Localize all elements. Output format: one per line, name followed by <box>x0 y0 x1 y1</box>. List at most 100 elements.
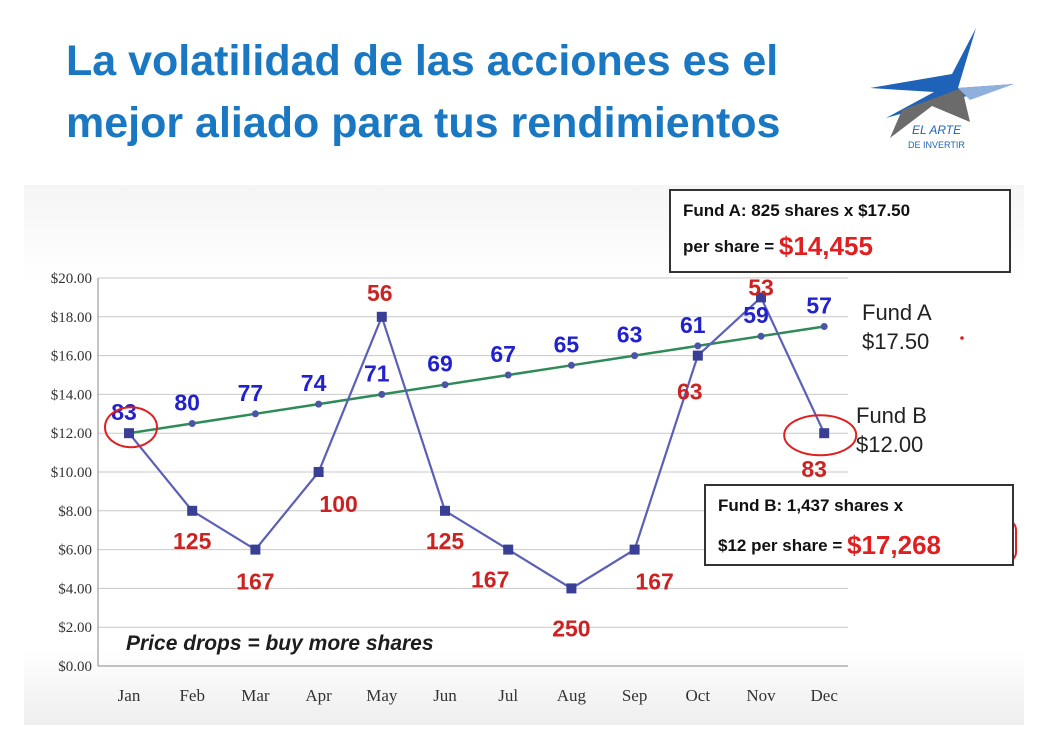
fund-a-point <box>315 400 323 408</box>
fund-b-callout-line-1: Fund B: 1,437 shares x <box>718 496 904 515</box>
fund-b-point <box>503 544 514 555</box>
fund-b-callout: Fund B: 1,437 shares x $12 per share = $… <box>704 484 1014 566</box>
fund-b-end-label: Fund B $12.00 <box>856 401 927 459</box>
y-tick-label: $0.00 <box>58 659 92 675</box>
x-tick-label: May <box>366 686 398 705</box>
fund-a-share-label: 65 <box>554 331 580 357</box>
fund-b-share-label: 100 <box>319 491 357 517</box>
fund-a-point <box>441 381 449 389</box>
fund-a-share-label: 61 <box>680 312 706 338</box>
fund-b-point <box>250 544 261 555</box>
fund-a-total-value: $14,455 <box>778 231 873 261</box>
x-tick-label: Jun <box>433 686 457 705</box>
y-tick-label: $6.00 <box>58 543 92 559</box>
fund-b-line <box>128 295 826 590</box>
x-tick-label: Dec <box>811 686 839 705</box>
fund-a-point <box>188 420 196 427</box>
fund-b-point <box>692 350 703 361</box>
fund-a-end-label: Fund A $17.50 <box>862 298 932 356</box>
el-arte-de-invertir-logo: EL ARTE DE INVERTIR <box>870 28 1014 150</box>
fund-a-callout: Fund A: 825 shares x $17.50 per share = … <box>669 189 1011 273</box>
fund-a-price: $17.50 <box>862 329 930 354</box>
fund-a-share-label: 74 <box>301 370 327 396</box>
fund-b-point <box>756 292 766 303</box>
x-tick-label: Mar <box>241 686 270 705</box>
title-line-1: La volatilidad de las acciones es el <box>66 37 779 85</box>
fund-a-point <box>694 342 702 350</box>
fund-a-point <box>378 390 386 398</box>
logo-text-line-2: DE INVERTIR <box>908 140 965 150</box>
chart-panel <box>24 185 1024 725</box>
y-tick-label: $4.00 <box>58 581 92 597</box>
fund-a-point <box>757 332 765 340</box>
fund-b-callout-line-2: $12 per share = $17,268 <box>718 530 941 561</box>
fund-b-point <box>440 505 450 516</box>
logo-star-grey-icon <box>890 88 970 138</box>
x-tick-label: Oct <box>686 686 711 705</box>
fund-a-point <box>631 352 639 360</box>
fund-b-callout-prefix: $12 per share = <box>718 536 848 555</box>
fund-a-callout-line-1: Fund A: 825 shares x $17.50 <box>683 201 911 220</box>
fund-b-point <box>629 544 640 555</box>
title-line-2: mejor aliado para tus rendimientos <box>66 99 781 147</box>
fund-a-share-label: 59 <box>743 302 769 328</box>
fund-b-share-label: 56 <box>367 280 393 306</box>
fund-b-share-label: 53 <box>748 274 774 300</box>
fund-b-share-label: 167 <box>635 569 673 595</box>
fund-b-name: Fund B <box>856 403 927 428</box>
fund-a-share-label: 63 <box>617 322 643 348</box>
fund-b-share-label: 125 <box>173 528 212 554</box>
fund-a-share-label: 80 <box>174 390 200 416</box>
fund-a-point <box>251 410 259 418</box>
y-tick-label: $16.00 <box>51 349 92 365</box>
fund-b-total-value: $17,268 <box>847 530 941 560</box>
price-drops-annotation: Price drops = buy more shares <box>126 632 434 655</box>
fund-a-share-label: 69 <box>427 351 453 377</box>
fund-b-price: $12.00 <box>856 432 924 457</box>
fund-a-name: Fund A <box>862 300 932 325</box>
fund-b-point <box>187 505 198 516</box>
slide-title: La volatilidad de las acciones es el mej… <box>66 30 856 154</box>
fund-b-share-label: 167 <box>236 569 274 595</box>
x-tick-label: Jan <box>118 686 141 705</box>
logo-text-line-1: EL ARTE <box>912 123 962 137</box>
logo-star-light-icon <box>958 84 1014 100</box>
x-tick-label: Apr <box>305 686 332 705</box>
fund-a-share-label: 71 <box>364 360 390 386</box>
fund-b-share-label: 167 <box>471 567 509 593</box>
fund-b-share-label: 83 <box>801 456 827 482</box>
red-dot-mark <box>960 336 964 340</box>
fund-a-share-label: 67 <box>490 341 516 367</box>
start-point-highlight-circle <box>104 406 158 449</box>
fund-a-point <box>820 323 828 330</box>
x-tick-label: Jul <box>498 686 518 705</box>
y-tick-label: $2.00 <box>58 620 92 636</box>
fund-a-callout-prefix: per share = <box>683 237 779 256</box>
x-tick-label: Feb <box>179 686 205 705</box>
y-tick-label: $20.00 <box>51 271 92 287</box>
fund-a-callout-line-2: per share = $14,455 <box>683 231 873 262</box>
y-tick-label: $14.00 <box>51 387 92 403</box>
fund-a-line <box>128 325 825 435</box>
x-tick-label: Aug <box>557 686 587 705</box>
y-tick-label: $10.00 <box>51 465 92 481</box>
y-tick-label: $12.00 <box>51 426 92 442</box>
fund-a-point <box>504 371 512 379</box>
fund-b-share-label: 125 <box>426 528 465 554</box>
x-tick-label: Sep <box>622 686 648 705</box>
fund-b-share-label: 250 <box>552 615 590 641</box>
fund-b-point <box>376 311 387 322</box>
fund-b-point <box>819 428 830 439</box>
fund-b-point <box>566 583 577 594</box>
fund-a-share-label: 57 <box>806 293 832 319</box>
fund-b-point <box>313 467 324 477</box>
end-point-highlight-circle <box>783 414 858 457</box>
x-tick-label: Nov <box>746 686 776 705</box>
fund-a-share-label: 77 <box>238 380 264 406</box>
y-tick-label: $8.00 <box>58 504 92 520</box>
fund-b-share-label: 63 <box>677 379 703 405</box>
fund-a-point <box>567 361 575 369</box>
fund-b-point <box>124 428 134 439</box>
y-tick-label: $18.00 <box>51 310 92 326</box>
